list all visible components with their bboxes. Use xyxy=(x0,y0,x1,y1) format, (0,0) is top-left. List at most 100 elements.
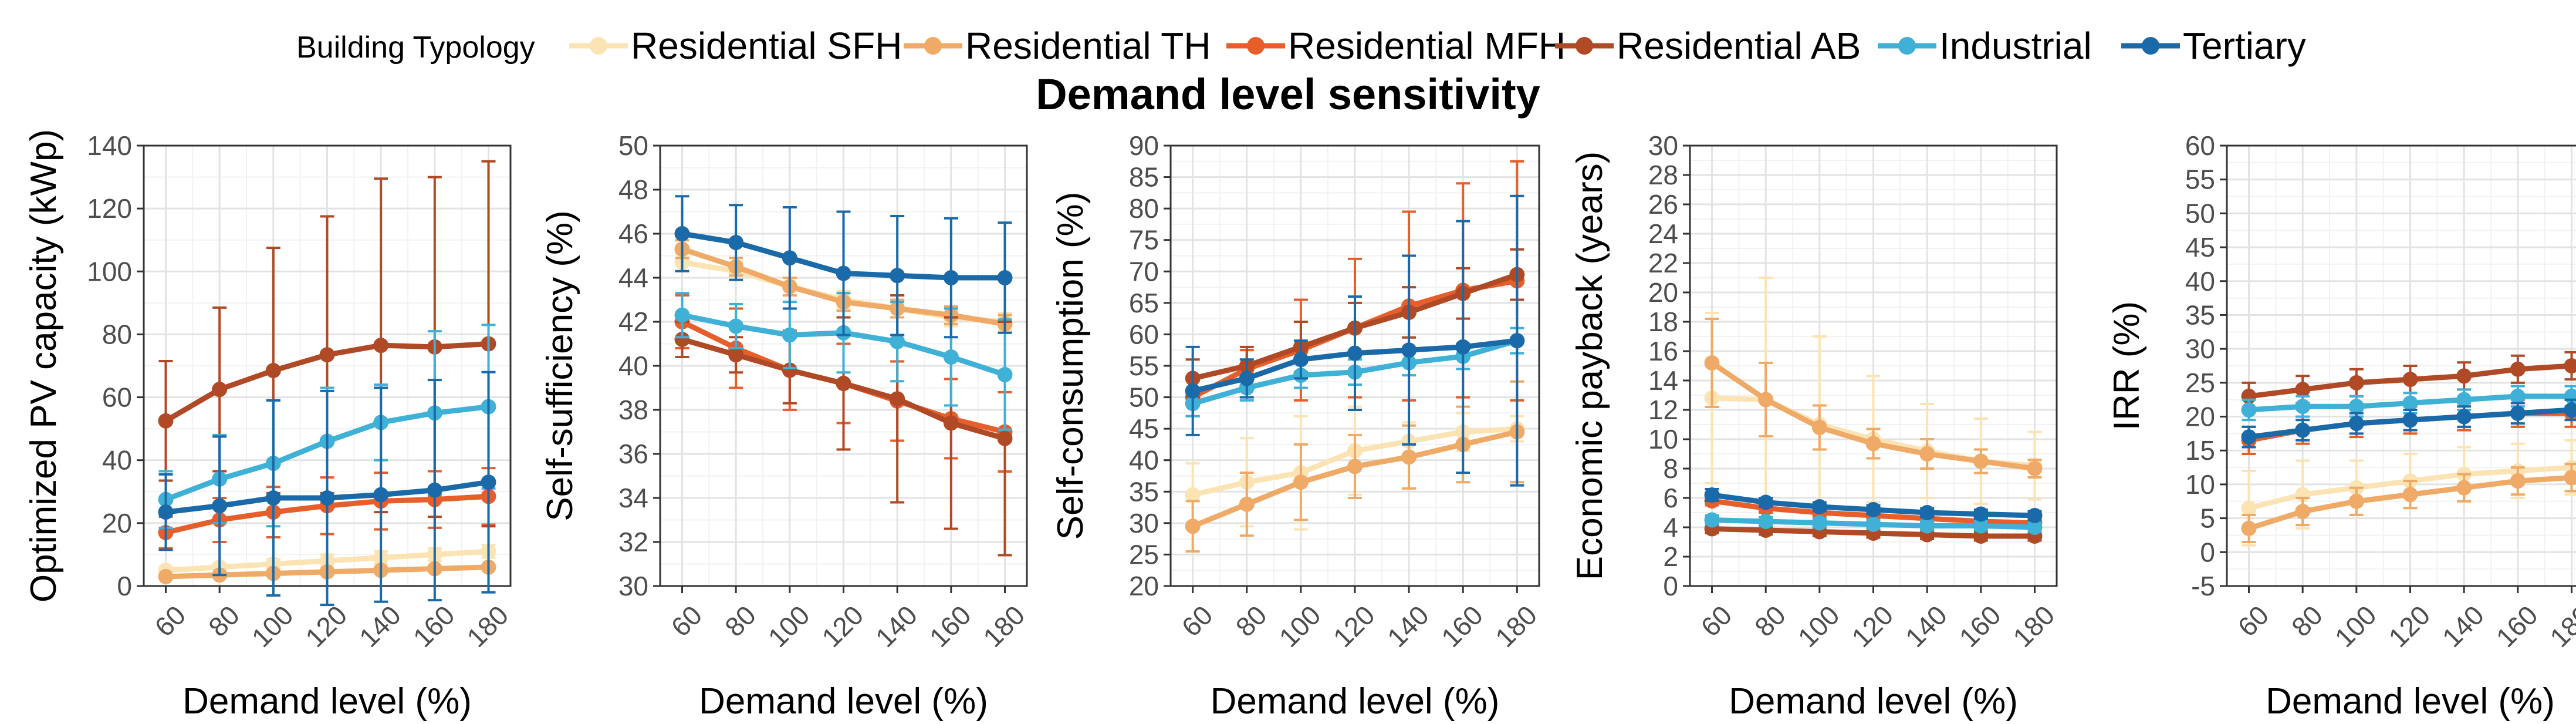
data-point xyxy=(158,568,174,584)
series-tertiary xyxy=(674,195,1013,339)
y-tick-label: 48 xyxy=(618,174,648,205)
y-tick-label: 0 xyxy=(1663,571,1678,601)
x-tick-label: 80 xyxy=(1230,600,1273,642)
x-tick-label: 180 xyxy=(2007,600,2060,653)
data-point xyxy=(782,327,797,343)
legend-item-residential-mfh: Residential MFH xyxy=(1226,25,1566,67)
data-point xyxy=(158,504,174,520)
x-tick-label: 140 xyxy=(353,600,407,653)
x-tick-label: 160 xyxy=(924,600,977,653)
legend-label: Residential MFH xyxy=(1288,25,1566,67)
legend-key-marker xyxy=(924,37,942,55)
x-tick-label: 160 xyxy=(1435,600,1489,653)
data-point xyxy=(2510,405,2526,421)
x-tick-label: 180 xyxy=(1489,600,1543,653)
x-tick-label: 80 xyxy=(202,600,245,642)
data-point xyxy=(2295,504,2311,520)
x-tick-label: 180 xyxy=(2544,600,2576,653)
data-point xyxy=(212,382,228,398)
data-point xyxy=(212,498,228,514)
y-tick-label: 46 xyxy=(618,218,648,249)
y-tick-label: 10 xyxy=(2185,469,2215,500)
data-point xyxy=(2564,402,2576,417)
data-point xyxy=(943,349,959,365)
y-tick-label: 0 xyxy=(117,571,132,601)
data-point xyxy=(2402,487,2418,503)
data-point xyxy=(158,413,174,429)
y-tick-label: 15 xyxy=(2185,435,2215,466)
series-tertiary xyxy=(2241,398,2576,449)
data-point xyxy=(1704,355,1720,371)
y-tick-label: 5 xyxy=(2200,503,2215,534)
x-axis-label: Demand level (%) xyxy=(1211,681,1500,722)
y-tick-label: 90 xyxy=(1129,130,1159,161)
data-point xyxy=(2402,395,2418,411)
panel-self-sufficiency: 30 32 34 36 38 40 42 44 46 48 50 60 80 100 120 140 160 18… xyxy=(540,130,1030,722)
data-point xyxy=(2241,500,2257,516)
series-residential-th xyxy=(1704,318,2043,479)
series-tertiary xyxy=(1704,487,2043,523)
data-point xyxy=(1919,505,1935,520)
data-point xyxy=(2027,461,2043,476)
x-tick-label: 140 xyxy=(870,600,923,653)
data-point xyxy=(1185,383,1201,399)
data-point xyxy=(997,367,1013,382)
x-tick-label: 60 xyxy=(2232,600,2274,642)
y-tick-label: 55 xyxy=(1129,351,1159,381)
y-tick-label: 65 xyxy=(1129,288,1159,318)
y-tick-label: 44 xyxy=(618,262,648,293)
x-tick-label: 160 xyxy=(1953,600,2007,653)
legend-item-industrial: Industrial xyxy=(1878,25,2092,67)
data-point xyxy=(427,482,442,498)
data-point xyxy=(1811,499,1827,514)
data-point xyxy=(2027,520,2043,535)
x-ticks: 60 80 100 120 140 160 180 xyxy=(2232,586,2576,653)
x-tick-label: 120 xyxy=(299,600,353,653)
data-point xyxy=(319,490,335,506)
legend-key-marker xyxy=(2142,37,2159,55)
x-ticks: 60 80 100 120 140 160 180 xyxy=(148,586,514,653)
x-tick-label: 160 xyxy=(407,600,461,653)
y-tick-label: 70 xyxy=(1129,256,1159,287)
y-tick-label: 75 xyxy=(1129,225,1159,255)
y-tick-label: -5 xyxy=(2191,571,2215,601)
data-point xyxy=(1919,446,1935,462)
legend-item-residential-th: Residential TH xyxy=(904,25,1211,67)
y-tick-label: 30 xyxy=(1129,508,1159,538)
data-point xyxy=(1401,449,1417,465)
y-tick-label: 85 xyxy=(1129,162,1159,193)
data-point xyxy=(1455,339,1471,355)
y-tick-label: 30 xyxy=(1648,130,1678,161)
data-point xyxy=(1704,512,1720,528)
data-point xyxy=(265,363,281,379)
legend-label: Residential AB xyxy=(1617,25,1861,67)
data-point xyxy=(373,338,389,353)
x-tick-label: 60 xyxy=(1695,600,1737,642)
data-point xyxy=(373,487,389,503)
data-point xyxy=(728,318,744,334)
y-tick-label: 6 xyxy=(1663,483,1678,513)
data-point xyxy=(2456,409,2472,425)
data-point xyxy=(674,226,690,241)
series-tertiary xyxy=(158,371,496,607)
y-axis-label: Self-consumption (%) xyxy=(1050,192,1091,540)
data-point xyxy=(2348,399,2364,415)
data-point xyxy=(1185,518,1201,534)
legend-item-residential-ab: Residential AB xyxy=(1555,25,1861,67)
data-point xyxy=(1401,342,1417,358)
data-point xyxy=(2241,429,2257,445)
data-point xyxy=(2295,399,2311,415)
y-tick-label: 140 xyxy=(87,130,132,161)
y-tick-label: 45 xyxy=(2185,232,2215,262)
y-tick-label: 30 xyxy=(618,571,648,601)
data-point xyxy=(2295,382,2311,398)
data-point xyxy=(1919,518,1935,534)
data-point xyxy=(2402,372,2418,388)
data-point xyxy=(1973,506,1989,522)
data-point xyxy=(1973,453,1989,469)
data-point xyxy=(1811,420,1827,435)
y-tick-label: 50 xyxy=(1129,382,1159,413)
data-point xyxy=(2348,493,2364,509)
y-tick-label: 20 xyxy=(1648,277,1678,308)
